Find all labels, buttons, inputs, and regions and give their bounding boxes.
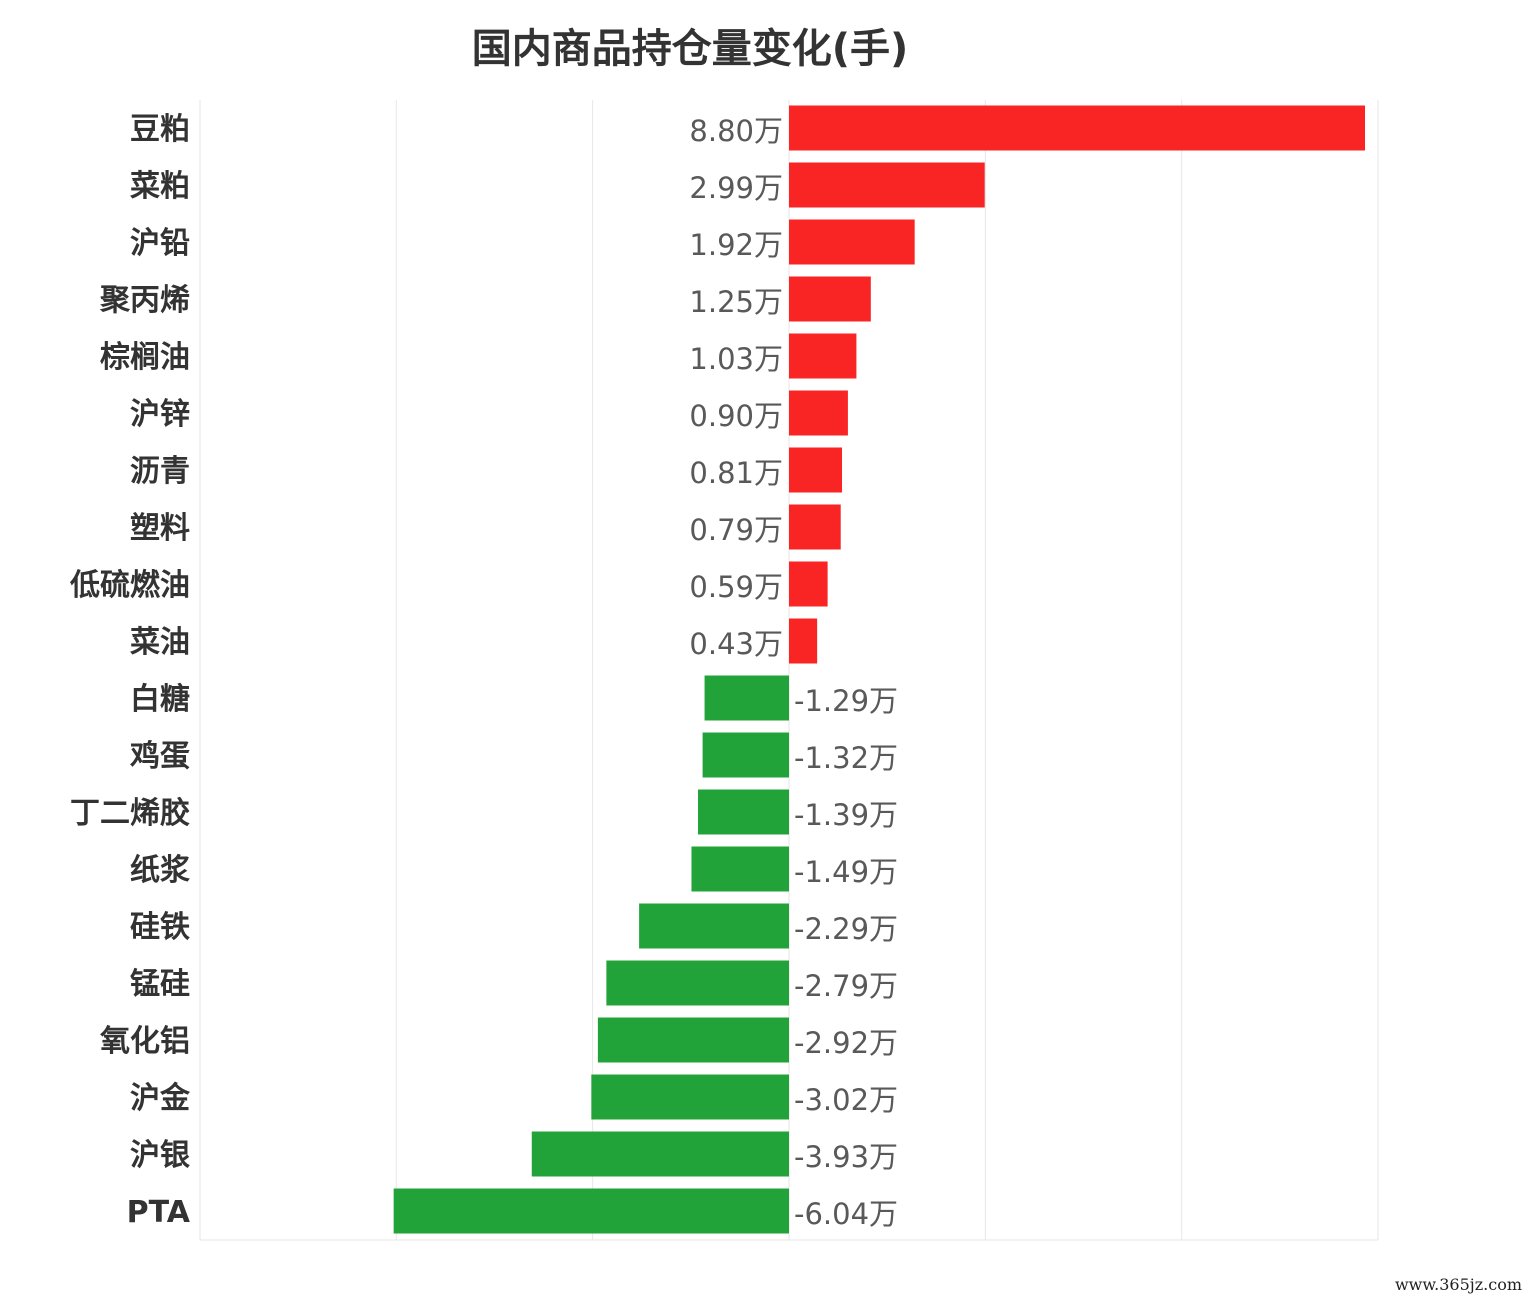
category-label: 硅铁: [130, 910, 190, 945]
value-label: -3.02万: [794, 1083, 898, 1117]
category-label: 塑料: [130, 511, 190, 546]
bar: [789, 333, 857, 379]
category-label: 沪锌: [130, 397, 190, 432]
category-label: 丁二烯胶: [70, 796, 190, 831]
category-label: 沪铅: [130, 226, 190, 261]
value-label: 8.80万: [689, 114, 783, 148]
category-label: 菜油: [130, 625, 190, 660]
value-label: 0.79万: [689, 513, 783, 547]
bar: [704, 675, 789, 721]
bar: [393, 1188, 789, 1234]
bar: [597, 1017, 789, 1063]
value-labels: 8.80万 2.99万 1.92万 1.25万 1.03万 0.90万 0.81万 0.79万…: [689, 114, 898, 1231]
watermark: www.365jz.com: [1395, 1275, 1522, 1294]
bar: [789, 105, 1365, 151]
category-label: 沥青: [130, 454, 190, 489]
value-label: -2.79万: [794, 969, 898, 1003]
value-label: -6.04万: [794, 1197, 898, 1231]
bar: [789, 504, 841, 550]
category-label: 棕榈油: [100, 340, 190, 375]
category-label: 纸浆: [130, 853, 190, 888]
value-label: -2.29万: [794, 912, 898, 946]
category-label: 白糖: [130, 682, 190, 717]
category-label: 氧化铝: [100, 1024, 190, 1059]
category-labels: 豆粕菜粕沪铅聚丙烯棕榈油沪锌沥青塑料低硫燃油菜油白糖鸡蛋丁二烯胶纸浆硅铁锰硅氧化…: [69, 112, 191, 1230]
bar: [698, 789, 789, 835]
value-label: -1.32万: [794, 741, 898, 775]
category-label: 锰硅: [130, 967, 190, 1002]
bar: [789, 561, 828, 607]
value-label: 2.99万: [689, 171, 783, 205]
bar: [639, 903, 789, 949]
category-label: 豆粕: [130, 112, 190, 147]
category-label: 低硫燃油: [69, 568, 190, 603]
value-label: 1.03万: [689, 342, 783, 376]
bar: [789, 162, 985, 208]
bar: [591, 1074, 789, 1120]
bar: [789, 447, 843, 493]
chart-title: 国内商品持仓量变化(手): [472, 26, 909, 72]
category-label: 聚丙烯: [99, 283, 190, 318]
bar: [606, 960, 789, 1006]
category-label: 沪银: [130, 1138, 190, 1173]
category-label: 鸡蛋: [130, 739, 190, 774]
value-label: 0.59万: [689, 570, 783, 604]
grid: [199, 100, 1379, 1241]
value-label: -1.29万: [794, 684, 898, 718]
value-label: 1.92万: [689, 228, 783, 262]
bar: [789, 618, 818, 664]
value-label: -1.39万: [794, 798, 898, 832]
bar: [789, 390, 848, 436]
category-label: PTA: [127, 1195, 191, 1230]
value-label: 0.90万: [689, 399, 783, 433]
bar: [789, 276, 871, 322]
value-label: -2.92万: [794, 1026, 898, 1060]
category-label: 菜粕: [130, 169, 190, 204]
value-label: 0.43万: [689, 627, 783, 661]
bar: [789, 219, 915, 265]
bar: [691, 846, 789, 892]
bars: [393, 105, 1365, 1234]
value-label: -1.49万: [794, 855, 898, 889]
bar: [702, 732, 789, 778]
bar: [531, 1131, 789, 1177]
category-label: 沪金: [130, 1081, 191, 1116]
value-label: -3.93万: [794, 1140, 898, 1174]
value-label: 1.25万: [689, 285, 783, 319]
value-label: 0.81万: [689, 456, 783, 490]
